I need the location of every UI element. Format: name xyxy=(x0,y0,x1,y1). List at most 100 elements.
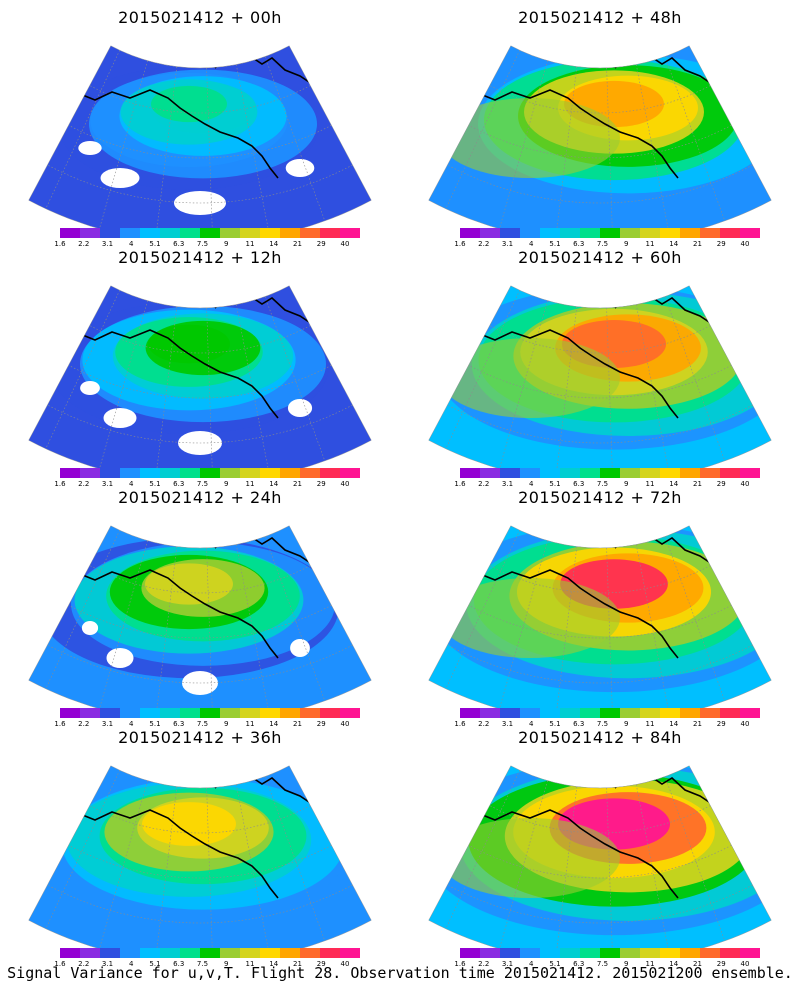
colorbar-tick-label: 1.6 xyxy=(454,240,466,248)
variance-map xyxy=(428,765,772,948)
colorbar-tick-label: 14 xyxy=(669,720,679,728)
colorbar-tick-label: 40 xyxy=(740,240,750,248)
colorbar-swatch xyxy=(80,468,100,478)
colorbar-tick-label: 29 xyxy=(316,480,326,488)
colorbar-swatch xyxy=(280,228,300,238)
colorbar-swatch xyxy=(100,228,120,238)
colorbar-swatch xyxy=(460,948,480,958)
colorbar xyxy=(460,708,760,718)
colorbar-swatch xyxy=(620,228,640,238)
colorbar-tick-label: 29 xyxy=(716,480,726,488)
colorbar-swatch xyxy=(140,228,160,238)
colorbar-swatch xyxy=(60,468,80,478)
colorbar-tick-label: 9 xyxy=(624,480,629,488)
forecast-panel: 2015021412 + 00h 1.6 2.2 3.1 4 5.1 6.3 7.5 9 11 14… xyxy=(0,6,400,248)
colorbar-swatch xyxy=(740,228,760,238)
panel-title: 2015021412 + 60h xyxy=(518,248,682,267)
colorbar-swatch xyxy=(700,708,720,718)
colorbar-swatch xyxy=(500,468,520,478)
colorbar-swatch xyxy=(720,708,740,718)
colorbar-swatch xyxy=(640,948,660,958)
colorbar-swatch xyxy=(660,948,680,958)
colorbar-swatch xyxy=(520,468,540,478)
colorbar-swatch xyxy=(500,708,520,718)
panel-title: 2015021412 + 12h xyxy=(118,248,282,267)
colorbar-swatch xyxy=(700,228,720,238)
colorbar-swatch xyxy=(200,948,220,958)
colorbar-swatch xyxy=(460,708,480,718)
colorbar-tick-label: 4 xyxy=(129,240,134,248)
colorbar-tick-label: 9 xyxy=(624,720,629,728)
colorbar-swatch xyxy=(280,948,300,958)
colorbar-swatch xyxy=(520,708,540,718)
colorbar-tick-label: 21 xyxy=(693,240,702,248)
colorbar-tick-label: 11 xyxy=(645,480,655,488)
forecast-panel: 2015021412 + 48h 1.6 2.2 3.1 4 5.1 6.3 7.5 9 11 14… xyxy=(400,6,800,248)
colorbar-tick-label: 7.5 xyxy=(596,720,609,728)
colorbar-swatch xyxy=(480,948,500,958)
colorbar-swatch xyxy=(200,468,220,478)
colorbar-tick-label: 14 xyxy=(269,240,279,248)
colorbar-swatch xyxy=(240,228,260,238)
variance-map xyxy=(28,45,372,228)
colorbar-swatch xyxy=(620,708,640,718)
colorbar-tick-label: 6.3 xyxy=(173,240,185,248)
colorbar-tick-label: 4 xyxy=(129,960,134,968)
colorbar-swatch xyxy=(700,948,720,958)
colorbar-tick-label: 7.5 xyxy=(596,960,609,968)
colorbar-swatch xyxy=(300,948,320,958)
colorbar-tick-label: 29 xyxy=(316,720,326,728)
colorbar-swatch xyxy=(600,948,620,958)
colorbar-tick-label: 9 xyxy=(224,240,229,248)
colorbar-tick-label: 2.2 xyxy=(478,480,490,488)
colorbar-swatch xyxy=(740,468,760,478)
colorbar-swatch xyxy=(80,228,100,238)
colorbar-swatch xyxy=(220,948,240,958)
colorbar-tick-label: 7.5 xyxy=(596,480,609,488)
colorbar-tick-label: 2.2 xyxy=(78,480,90,488)
colorbar-swatch xyxy=(120,948,140,958)
colorbar-ticks: 1.6 2.2 3.1 4 5.1 6.3 7.5 9 11 14 21 29 40 xyxy=(54,480,360,490)
colorbar-swatch xyxy=(320,468,340,478)
colorbar-swatch xyxy=(500,948,520,958)
colorbar-tick-label: 14 xyxy=(269,720,279,728)
colorbar-swatch xyxy=(200,708,220,718)
colorbar-tick-label: 1.6 xyxy=(454,960,466,968)
colorbar xyxy=(60,468,360,478)
colorbar-swatch xyxy=(740,708,760,718)
colorbar-swatch xyxy=(460,468,480,478)
colorbar-swatch xyxy=(620,948,640,958)
colorbar-swatch xyxy=(580,948,600,958)
variance-map xyxy=(28,765,372,948)
colorbar-tick-label: 21 xyxy=(293,240,302,248)
colorbar-swatch xyxy=(680,468,700,478)
colorbar-swatch xyxy=(540,948,560,958)
colorbar-tick-label: 6.3 xyxy=(173,480,185,488)
colorbar-ticks: 1.6 2.2 3.1 4 5.1 6.3 7.5 9 11 14 21 29 40 xyxy=(454,480,760,490)
colorbar-swatch xyxy=(480,708,500,718)
colorbar-tick-label: 9 xyxy=(624,960,629,968)
colorbar xyxy=(460,228,760,238)
colorbar-tick-label: 14 xyxy=(269,960,279,968)
colorbar-swatch xyxy=(320,948,340,958)
colorbar-tick-label: 14 xyxy=(669,960,679,968)
forecast-panel: 2015021412 + 24h 1.6 2.2 3.1 4 5.1 6.3 7.5 9 11 14… xyxy=(0,486,400,728)
colorbar-ticks: 1.6 2.2 3.1 4 5.1 6.3 7.5 9 11 14 21 29 40 xyxy=(54,240,360,250)
colorbar-swatch xyxy=(720,228,740,238)
colorbar-swatch xyxy=(240,468,260,478)
colorbar-swatch xyxy=(220,708,240,718)
colorbar-tick-label: 3.1 xyxy=(501,720,514,728)
colorbar xyxy=(60,228,360,238)
colorbar-swatch xyxy=(280,468,300,478)
panel-title: 2015021412 + 72h xyxy=(518,488,682,507)
colorbar-swatch xyxy=(120,708,140,718)
colorbar-tick-label: 4 xyxy=(529,240,534,248)
colorbar-tick-label: 2.2 xyxy=(78,960,90,968)
colorbar-swatch xyxy=(520,228,540,238)
colorbar-tick-label: 5.1 xyxy=(149,720,161,728)
colorbar-tick-label: 11 xyxy=(245,720,255,728)
colorbar xyxy=(460,468,760,478)
colorbar-swatch xyxy=(340,948,360,958)
colorbar xyxy=(460,948,760,958)
colorbar-tick-label: 5.1 xyxy=(149,480,161,488)
